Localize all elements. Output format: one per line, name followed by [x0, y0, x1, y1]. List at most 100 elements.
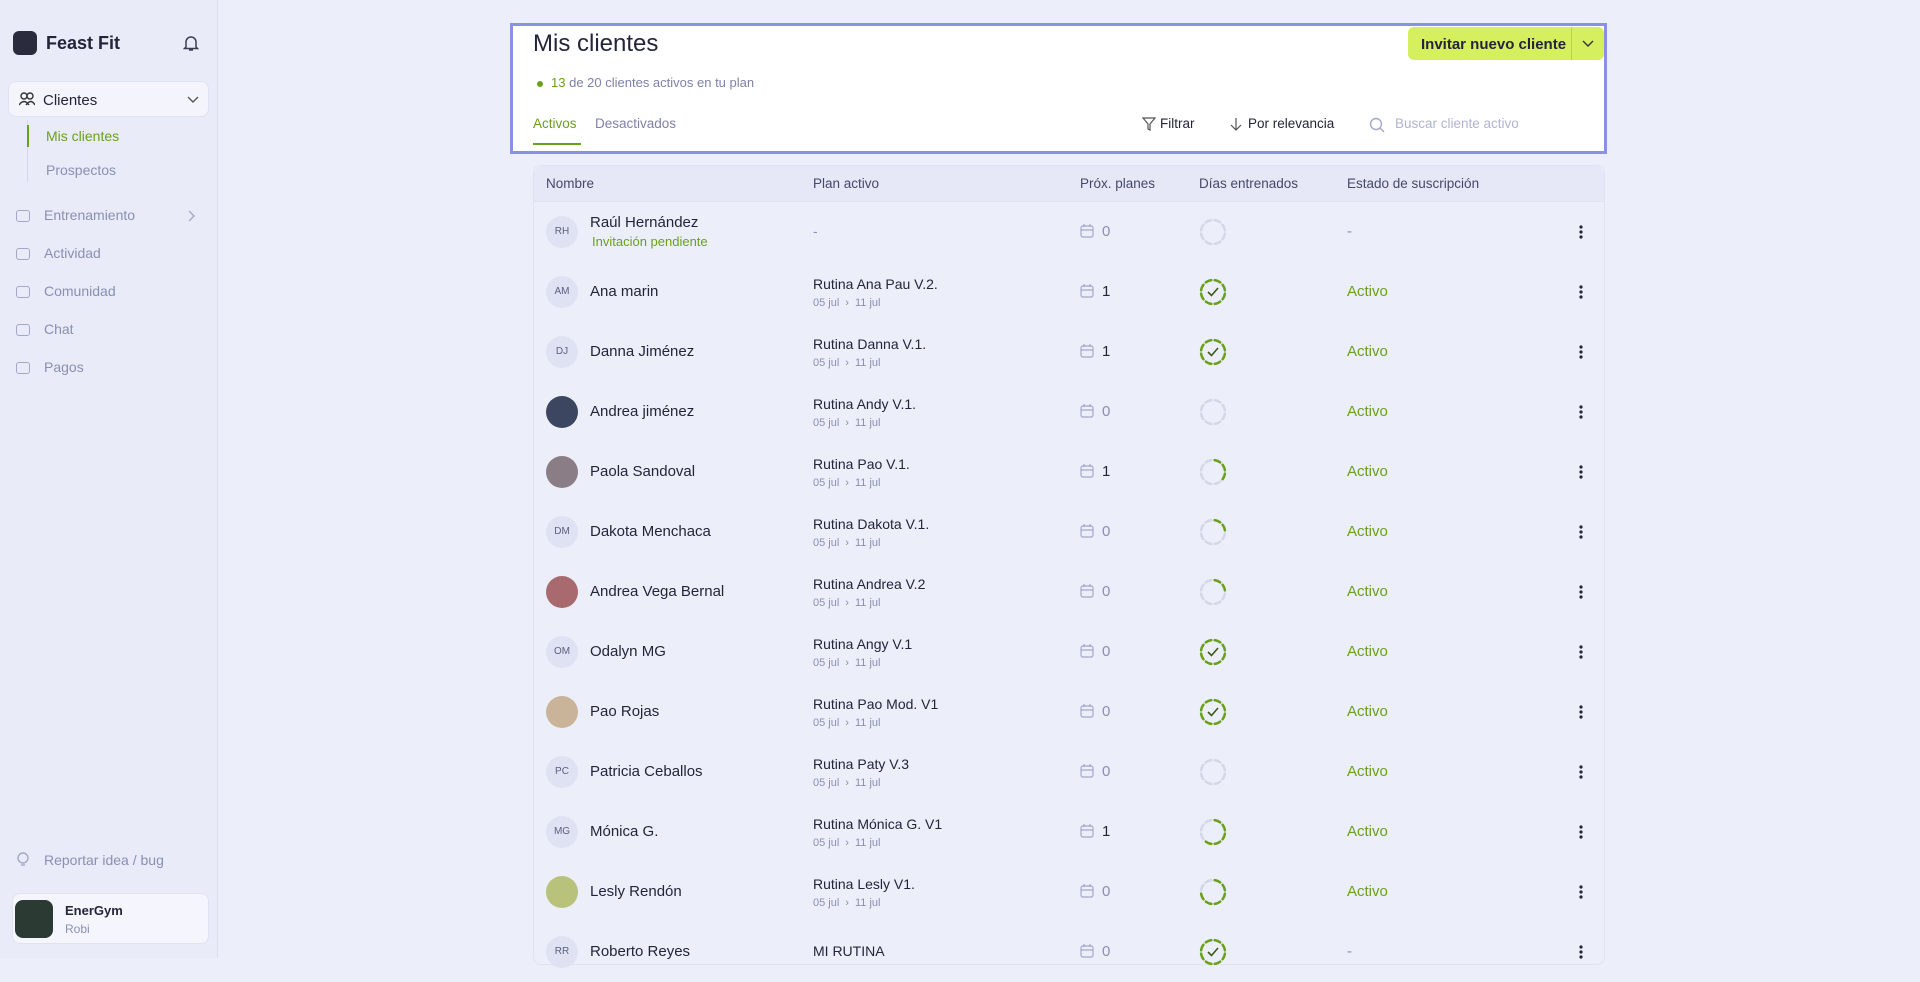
- bell-icon[interactable]: [183, 34, 199, 52]
- calendar-icon: [1080, 824, 1094, 838]
- menu-dot: [1579, 650, 1583, 654]
- menu-dot: [1579, 465, 1583, 469]
- menu-dot: [1579, 835, 1583, 839]
- end-date: 11 jul: [854, 657, 881, 669]
- table-row[interactable]: Pao Rojas Rutina Pao Mod. V1 05 jul › 11 jul…: [534, 682, 1604, 742]
- client-name: Andrea Vega Bernal: [590, 583, 725, 600]
- progress-ring: [1199, 218, 1227, 246]
- account-card[interactable]: EnerGym Robi: [12, 893, 209, 944]
- ring-segment: [1213, 540, 1222, 546]
- upcoming-count: 1: [1102, 463, 1111, 480]
- ring-segment: [1199, 472, 1205, 481]
- nav-item[interactable]: Actividad: [44, 245, 101, 261]
- ring-segment: [1199, 283, 1205, 292]
- subnav-item[interactable]: Prospectos: [46, 162, 117, 178]
- calendar-body: [1080, 345, 1094, 358]
- filter-button[interactable]: Filtrar: [1160, 116, 1195, 131]
- nav-item[interactable]: Entrenamiento: [44, 207, 136, 223]
- check: [1207, 647, 1219, 657]
- subnav-item[interactable]: Mis clientes: [46, 128, 120, 144]
- header-panel: Mis clientes Invitar nuevo cliente 13 de…: [510, 23, 1607, 154]
- calendar-icon: [1080, 464, 1094, 478]
- menu-dot: [1579, 415, 1583, 419]
- subnav-line: [27, 120, 28, 182]
- avatar-photo: [546, 876, 578, 908]
- invite-button[interactable]: Invitar nuevo cliente: [1408, 27, 1604, 60]
- table-row[interactable]: RR Roberto Reyes MI RUTINA 0 -: [534, 922, 1604, 982]
- table-row[interactable]: PC Patricia Ceballos Rutina Paty V.3 05 jul…: [534, 742, 1604, 802]
- upcoming-count: 0: [1102, 583, 1111, 600]
- separator: ›: [845, 657, 849, 669]
- plan-name: Rutina Paty V.3: [813, 756, 909, 772]
- ring-segment: [1213, 360, 1222, 366]
- column-header: Días entrenados: [1199, 176, 1299, 191]
- row-menu[interactable]: [1577, 764, 1585, 780]
- avatar-initials: RH: [546, 216, 578, 248]
- nav-section[interactable]: Clientes: [8, 81, 209, 117]
- table-row[interactable]: Andrea Vega Bernal Rutina Andrea V.2 05 ju…: [534, 562, 1604, 622]
- row-menu[interactable]: [1577, 824, 1585, 840]
- calendar-line: [1081, 584, 1093, 591]
- search-input[interactable]: Buscar cliente activo: [1395, 116, 1519, 131]
- row-menu[interactable]: [1577, 464, 1585, 480]
- calendar-icon: [1080, 944, 1094, 958]
- plan-dates: 05 jul › 11 jul: [813, 477, 880, 489]
- upcoming-count: 1: [1102, 823, 1111, 840]
- end-date: 11 jul: [854, 897, 881, 909]
- sort-icon: [1230, 118, 1242, 131]
- plan-name: Rutina Andy V.1.: [813, 396, 917, 412]
- nav-label: Clientes: [43, 92, 98, 109]
- ring-segment: [1221, 532, 1227, 541]
- row-menu[interactable]: [1577, 344, 1585, 360]
- table-row[interactable]: DJ Danna Jiménez Rutina Danna V.1. 05 jul › 1…: [534, 322, 1604, 382]
- calendar-line: [1081, 704, 1093, 711]
- ring-segment: [1213, 900, 1222, 906]
- end-date: 11 jul: [854, 357, 881, 369]
- ring-segment: [1199, 583, 1205, 592]
- row-menu[interactable]: [1577, 284, 1585, 300]
- table-row[interactable]: OM Odalyn MG Rutina Angy V.1 05 jul › 11 jul 0…: [534, 622, 1604, 682]
- menu-dot: [1579, 530, 1583, 534]
- tab[interactable]: Desactivados: [595, 116, 677, 131]
- ring-segment: [1199, 883, 1205, 892]
- dropdown-chevron[interactable]: [1582, 40, 1594, 48]
- nav-item[interactable]: Chat: [44, 321, 74, 337]
- clients-icon: [19, 92, 35, 106]
- ring-segment: [1204, 600, 1213, 606]
- upcoming-count: 0: [1102, 763, 1111, 780]
- table-row[interactable]: Paola Sandoval Rutina Pao V.1. 05 jul › 11 j…: [534, 442, 1604, 502]
- table-row[interactable]: RH Raúl Hernández Invitación pendiente - 0 -: [534, 202, 1604, 262]
- ring-segment: [1213, 518, 1222, 524]
- table-row[interactable]: AM Ana marin Rutina Ana Pau V.2. 05 jul › 11 …: [534, 262, 1604, 322]
- ring-segment: [1221, 403, 1227, 412]
- end-date: 11 jul: [854, 777, 881, 789]
- nav-item[interactable]: Comunidad: [44, 283, 116, 299]
- client-name: Roberto Reyes: [590, 943, 691, 960]
- row-menu[interactable]: [1577, 224, 1585, 240]
- ring-segment: [1221, 652, 1227, 661]
- separator: ›: [845, 537, 849, 549]
- table-row[interactable]: Lesly Rendón Rutina Lesly V1. 05 jul › 11 ju…: [534, 862, 1604, 922]
- avatar-initials: OM: [546, 636, 578, 668]
- table-row[interactable]: MG Mónica G. Rutina Mónica G. V1 05 jul › 11 …: [534, 802, 1604, 862]
- row-menu[interactable]: [1577, 524, 1585, 540]
- start-date: 05 jul: [813, 717, 840, 729]
- row-menu[interactable]: [1577, 644, 1585, 660]
- nav-item[interactable]: Pagos: [44, 359, 84, 375]
- row-menu[interactable]: [1577, 704, 1585, 720]
- table-row[interactable]: DM Dakota Menchaca Rutina Dakota V.1. 05 ju…: [534, 502, 1604, 562]
- progress-ring: [1199, 578, 1227, 606]
- page: Feast Fit {"sidebar": {"brand": "Feast F…: [8, 0, 1607, 968]
- calendar-icon: [1080, 764, 1094, 778]
- ring-segment: [1213, 840, 1222, 846]
- row-menu[interactable]: [1577, 404, 1585, 420]
- row-menu[interactable]: [1577, 884, 1585, 900]
- ring-segment: [1204, 720, 1213, 726]
- menu-dot: [1579, 705, 1583, 709]
- row-menu[interactable]: [1577, 584, 1585, 600]
- table-row[interactable]: Andrea jiménez Rutina Andy V.1. 05 jul › 11 …: [534, 382, 1604, 442]
- active-indicator: [27, 125, 29, 147]
- report-link[interactable]: Reportar idea / bug: [44, 852, 164, 868]
- tab-active[interactable]: Activos: [533, 116, 577, 131]
- sort-button[interactable]: Por relevancia: [1248, 116, 1335, 131]
